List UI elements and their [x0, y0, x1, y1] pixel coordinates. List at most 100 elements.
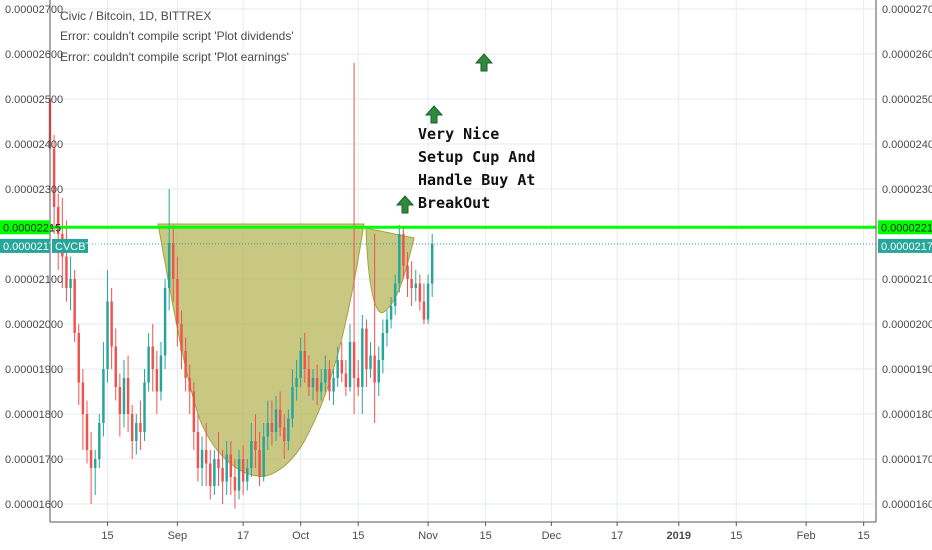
candle[interactable] [221, 450, 224, 504]
candle[interactable] [344, 360, 348, 396]
candle[interactable] [295, 360, 298, 401]
candle[interactable] [262, 423, 265, 482]
candle[interactable] [110, 288, 113, 369]
candle[interactable] [319, 369, 323, 401]
candle[interactable] [266, 400, 270, 451]
candle[interactable] [373, 234, 376, 423]
candle[interactable] [163, 279, 167, 369]
candle[interactable] [241, 445, 245, 496]
candle[interactable] [209, 450, 212, 500]
arrow-up-icon[interactable] [395, 195, 415, 214]
candle[interactable] [389, 297, 393, 329]
candle[interactable] [233, 459, 237, 509]
candle[interactable] [106, 270, 109, 383]
candle[interactable] [328, 360, 331, 401]
candle[interactable] [418, 274, 422, 311]
candle[interactable] [73, 270, 76, 342]
candle[interactable] [426, 274, 430, 325]
candle[interactable] [311, 369, 315, 401]
candle[interactable] [402, 227, 405, 279]
candle[interactable] [204, 423, 208, 486]
candle[interactable] [340, 342, 344, 383]
candle[interactable] [291, 369, 294, 428]
candle[interactable] [422, 283, 426, 325]
candle[interactable] [159, 342, 163, 401]
candle[interactable] [250, 423, 253, 477]
candle[interactable] [102, 342, 105, 437]
candle[interactable] [278, 391, 282, 437]
candle[interactable] [377, 346, 380, 397]
candle[interactable] [307, 355, 311, 397]
candle[interactable] [126, 355, 130, 433]
candle[interactable] [143, 369, 146, 441]
candle[interactable] [114, 328, 117, 401]
candle[interactable] [135, 414, 138, 455]
candle[interactable] [352, 63, 356, 414]
arrow-up-icon[interactable] [474, 53, 494, 72]
arrow-up-icon[interactable] [424, 105, 444, 124]
candle[interactable] [196, 414, 200, 482]
candle[interactable] [356, 360, 360, 396]
candle[interactable] [361, 315, 364, 414]
candle[interactable] [151, 324, 154, 392]
candle[interactable] [348, 324, 352, 392]
candle[interactable] [332, 369, 335, 405]
candle[interactable] [147, 333, 150, 392]
candle[interactable] [167, 189, 171, 311]
candle[interactable] [213, 450, 216, 495]
candle[interactable] [430, 234, 434, 297]
candle[interactable] [155, 351, 159, 414]
annotation-text[interactable]: Very Nice Setup Cup And Handle Buy At Br… [418, 125, 535, 212]
candle[interactable] [81, 369, 85, 450]
candle[interactable] [398, 225, 401, 293]
candle[interactable] [246, 459, 249, 491]
candle[interactable] [77, 324, 80, 405]
candle[interactable] [315, 364, 319, 406]
candle[interactable] [192, 382, 196, 451]
candle[interactable] [229, 441, 233, 495]
candle[interactable] [52, 135, 56, 234]
candle[interactable] [274, 396, 278, 441]
candle[interactable] [324, 355, 327, 392]
candle[interactable] [336, 346, 339, 388]
candle[interactable] [85, 400, 89, 464]
candle[interactable] [385, 310, 389, 347]
candle[interactable] [89, 432, 93, 504]
candle[interactable] [93, 450, 97, 495]
candle[interactable] [258, 432, 261, 486]
candle[interactable] [393, 274, 397, 316]
candle[interactable] [414, 270, 417, 302]
candle[interactable] [303, 333, 307, 383]
candle[interactable] [217, 432, 220, 486]
x-axis[interactable]: 15 Sep 17 Oct 15 Nov 15 Dec 17 2019 15 Feb 15 [101, 522, 870, 542]
candle[interactable] [176, 256, 179, 347]
candle[interactable] [184, 337, 187, 392]
candle[interactable] [365, 319, 368, 388]
candle[interactable] [122, 360, 126, 428]
candle[interactable] [283, 414, 286, 459]
candle[interactable] [180, 310, 183, 370]
candle[interactable] [237, 450, 241, 500]
candle[interactable] [56, 193, 60, 271]
candle[interactable] [69, 256, 72, 311]
y-axis-left[interactable]: 0.00001600 0.00001700 0.00001800 0.00001900… [5, 4, 63, 511]
candle[interactable] [65, 220, 68, 302]
y-axis-right[interactable]: 0.00001600 0.00001700 0.00001800 0.00001900… [882, 4, 932, 511]
candle[interactable] [410, 261, 413, 306]
candle[interactable] [254, 414, 257, 468]
candle[interactable] [270, 400, 274, 446]
candle[interactable] [287, 409, 290, 451]
candle[interactable] [369, 342, 372, 378]
candle[interactable] [130, 405, 134, 459]
candle[interactable] [200, 436, 204, 487]
candle[interactable] [118, 373, 122, 437]
candle[interactable] [381, 319, 385, 374]
candle[interactable] [299, 337, 302, 388]
candle[interactable] [406, 252, 409, 297]
candle[interactable] [225, 441, 228, 495]
candle[interactable] [172, 225, 175, 302]
candle[interactable] [98, 414, 101, 468]
candle[interactable] [139, 400, 142, 451]
candle[interactable] [188, 364, 191, 415]
